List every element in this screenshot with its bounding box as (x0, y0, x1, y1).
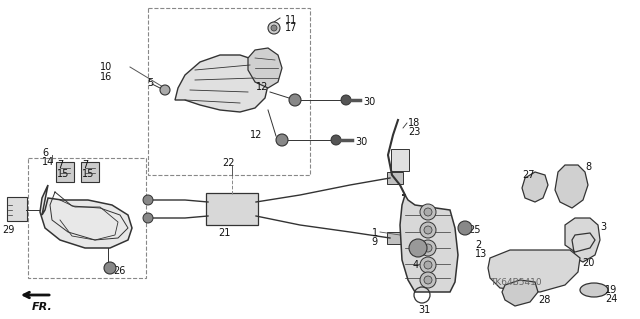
Text: 18: 18 (408, 118, 420, 128)
Polygon shape (400, 195, 458, 292)
Text: 3: 3 (600, 222, 606, 232)
Text: 15: 15 (82, 169, 94, 179)
FancyBboxPatch shape (387, 232, 403, 244)
Text: 27: 27 (522, 170, 534, 180)
Polygon shape (565, 218, 600, 262)
Polygon shape (502, 280, 538, 306)
Polygon shape (522, 172, 548, 202)
Circle shape (424, 261, 432, 269)
Ellipse shape (580, 283, 608, 297)
FancyBboxPatch shape (81, 162, 99, 182)
FancyBboxPatch shape (206, 193, 258, 225)
Text: 10: 10 (100, 62, 112, 72)
Polygon shape (40, 185, 132, 248)
Circle shape (424, 226, 432, 234)
FancyBboxPatch shape (56, 162, 74, 182)
Text: 30: 30 (363, 97, 375, 107)
Circle shape (420, 240, 436, 256)
Circle shape (420, 204, 436, 220)
Text: 13: 13 (475, 249, 487, 259)
Text: 23: 23 (408, 127, 420, 137)
Text: 21: 21 (218, 228, 230, 238)
Text: 16: 16 (100, 72, 112, 82)
Circle shape (268, 22, 280, 34)
Circle shape (409, 239, 427, 257)
Text: 24: 24 (605, 294, 618, 304)
Text: 29: 29 (2, 225, 14, 235)
Text: 12: 12 (255, 82, 268, 92)
FancyBboxPatch shape (387, 172, 403, 184)
Text: 7: 7 (82, 160, 88, 170)
Text: 15: 15 (57, 169, 69, 179)
Text: 9: 9 (372, 237, 378, 247)
Text: 7: 7 (57, 160, 63, 170)
Polygon shape (175, 55, 268, 112)
Text: 19: 19 (605, 285, 617, 295)
Text: 1: 1 (372, 228, 378, 238)
Circle shape (341, 95, 351, 105)
Text: 8: 8 (585, 162, 591, 172)
Polygon shape (555, 165, 588, 208)
Circle shape (424, 276, 432, 284)
Circle shape (420, 222, 436, 238)
Text: 28: 28 (538, 295, 550, 305)
Circle shape (458, 221, 472, 235)
Circle shape (424, 244, 432, 252)
Bar (148, 8, 310, 175)
Circle shape (289, 94, 301, 106)
Text: 6: 6 (42, 148, 48, 158)
Text: 17: 17 (285, 23, 298, 33)
Circle shape (160, 85, 170, 95)
Text: 12: 12 (250, 130, 262, 140)
FancyBboxPatch shape (391, 149, 409, 171)
Circle shape (143, 213, 153, 223)
Circle shape (104, 262, 116, 274)
Circle shape (420, 257, 436, 273)
FancyBboxPatch shape (7, 197, 27, 221)
Polygon shape (488, 250, 580, 292)
Text: 5: 5 (147, 78, 153, 88)
Text: 25: 25 (468, 225, 481, 235)
Circle shape (420, 272, 436, 288)
Text: TK64B5410: TK64B5410 (490, 278, 541, 287)
Bar (28, 158, 146, 278)
Polygon shape (248, 48, 282, 88)
Text: 31: 31 (418, 305, 430, 315)
Circle shape (424, 208, 432, 216)
Circle shape (143, 195, 153, 205)
Text: 4: 4 (413, 260, 419, 270)
Text: 22: 22 (222, 158, 234, 168)
Text: 20: 20 (582, 258, 595, 268)
Text: FR.: FR. (32, 302, 52, 312)
Circle shape (271, 25, 277, 31)
Circle shape (276, 134, 288, 146)
Text: 11: 11 (285, 15, 297, 25)
Text: 2: 2 (475, 240, 481, 250)
Text: 14: 14 (42, 157, 54, 167)
Text: 26: 26 (113, 266, 125, 276)
Circle shape (331, 135, 341, 145)
Text: 30: 30 (355, 137, 367, 147)
